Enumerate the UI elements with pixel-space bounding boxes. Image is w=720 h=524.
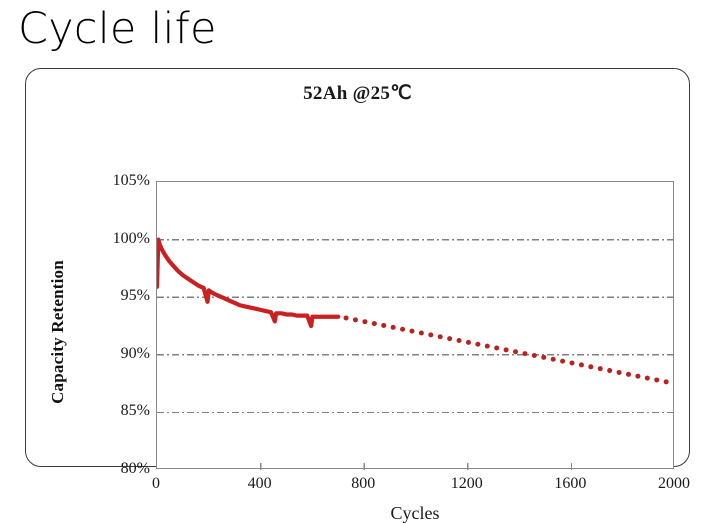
y-tick-label: 105%	[112, 172, 150, 189]
series-measured	[157, 237, 341, 329]
x-tick-label: 1600	[554, 475, 587, 492]
x-tick-label: 0	[152, 475, 160, 492]
plot-canvas	[157, 237, 675, 470]
y-tick-label: 85%	[120, 402, 150, 420]
x-tick-label: 400	[247, 475, 272, 492]
x-axis-label: Cycles	[390, 503, 440, 523]
y-axis-label: Capacity Retention	[48, 260, 67, 404]
y-tick-label: 95%	[120, 287, 150, 305]
x-tick-label: 800	[351, 475, 376, 492]
figure-frame: 52Ah @25℃ Capacity Retention Cycles 105%…	[25, 68, 690, 523]
chart-title: 52Ah @25℃	[303, 83, 412, 104]
axis-ticks	[259, 463, 573, 470]
x-tick-label: 2000	[658, 475, 690, 492]
series-projected	[343, 315, 669, 385]
y-axis-tick-labels: 105% 100% 95% 90% 85% 80%	[74, 172, 150, 477]
y-tick-label: 80%	[120, 460, 150, 477]
y-tick-label: 100%	[112, 229, 150, 247]
x-tick-label: 1200	[450, 475, 483, 492]
y-tick-label: 90%	[120, 344, 150, 362]
x-axis-tick-labels: 0 400 800 1200 1600 2000	[152, 475, 690, 499]
gridlines	[157, 238, 675, 414]
plot-area	[156, 181, 675, 470]
page-title: Cycle life	[18, 4, 217, 54]
